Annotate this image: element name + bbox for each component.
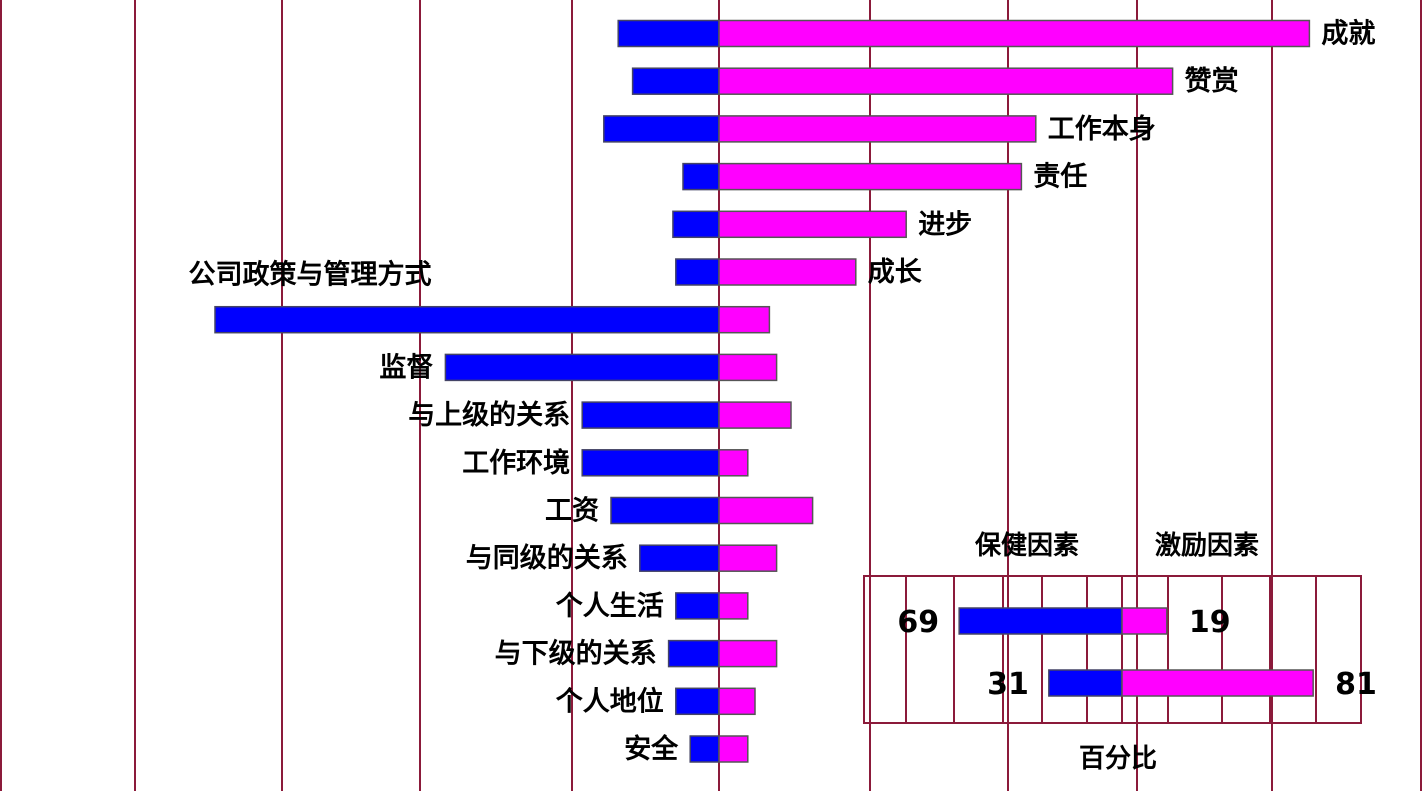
bar-motivator-3 <box>718 162 1023 191</box>
category-label-6: 公司政策与管理方式 <box>189 259 432 291</box>
bar-motivator-5 <box>718 258 857 286</box>
category-label-12: 个人生活 <box>556 591 664 622</box>
bar-hygiene-10 <box>610 496 720 525</box>
bar-motivator-14 <box>718 687 756 716</box>
bar-hygiene-4 <box>672 210 720 239</box>
bar-hygiene-8 <box>581 401 720 429</box>
inset-value-motivator-1: 81 <box>1335 667 1377 702</box>
category-label-7: 监督 <box>379 352 433 383</box>
category-label-5: 成长 <box>868 257 923 288</box>
inset-bar-motivator-1 <box>1121 669 1314 697</box>
category-label-2: 工作本身 <box>1048 113 1156 145</box>
legend-hygiene-label: 保健因素 <box>974 531 1079 561</box>
bar-motivator-13 <box>718 639 778 668</box>
inset-value-hygiene-0: 69 <box>897 605 939 640</box>
bar-motivator-12 <box>718 592 749 620</box>
bar-hygiene-12 <box>675 592 720 620</box>
bar-hygiene-1 <box>631 67 720 95</box>
category-label-8: 与上级的关系 <box>408 399 570 431</box>
category-label-0: 成就 <box>1321 19 1375 50</box>
bar-motivator-11 <box>718 544 778 572</box>
bar-motivator-9 <box>718 449 749 477</box>
bar-motivator-6 <box>718 305 771 334</box>
main-bars <box>214 19 1311 763</box>
category-label-13: 与下级的关系 <box>495 638 657 670</box>
bar-hygiene-0 <box>617 19 720 48</box>
bar-hygiene-2 <box>603 115 720 143</box>
bar-motivator-15 <box>718 735 749 763</box>
category-label-10: 工资 <box>545 496 599 527</box>
inset-value-motivator-0: 19 <box>1189 605 1231 640</box>
bar-hygiene-9 <box>581 449 720 477</box>
category-label-11: 与同级的关系 <box>466 542 628 574</box>
bar-motivator-0 <box>718 19 1311 48</box>
inset-summary-chart: 69 19 31 81 保健因素 激励因素 百分比 <box>863 530 1377 774</box>
bar-hygiene-13 <box>667 639 720 668</box>
bar-hygiene-3 <box>682 162 720 191</box>
bar-hygiene-15 <box>689 735 720 763</box>
inset-bars: 69 19 31 81 <box>897 605 1377 702</box>
bar-motivator-8 <box>718 401 792 429</box>
bar-hygiene-6 <box>214 305 720 334</box>
bar-motivator-10 <box>718 496 814 525</box>
inset-bar-motivator-0 <box>1121 607 1168 635</box>
inset-gridlines <box>905 576 1317 723</box>
category-label-14: 个人地位 <box>556 685 664 717</box>
bar-motivator-1 <box>718 67 1174 95</box>
category-label-15: 安全 <box>624 733 679 765</box>
inset-bar-hygiene-0 <box>958 607 1123 635</box>
inset-xlabel: 百分比 <box>1079 744 1157 774</box>
bar-motivator-2 <box>718 115 1037 143</box>
inset-frame <box>863 575 1362 724</box>
bar-hygiene-11 <box>639 544 720 572</box>
category-label-3: 责任 <box>1033 162 1087 193</box>
inset-value-hygiene-1: 31 <box>987 667 1029 702</box>
legend-motivator-label: 激励因素 <box>1155 530 1259 561</box>
category-label-9: 工作环境 <box>462 448 570 479</box>
category-label-4: 进步 <box>918 209 972 240</box>
bar-hygiene-7 <box>444 353 720 382</box>
inset-bar-hygiene-1 <box>1048 669 1123 697</box>
bar-motivator-7 <box>718 353 778 382</box>
bar-hygiene-5 <box>675 258 720 286</box>
bar-motivator-4 <box>718 210 907 239</box>
bar-hygiene-14 <box>675 687 720 716</box>
category-label-1: 赞赏 <box>1185 66 1239 97</box>
